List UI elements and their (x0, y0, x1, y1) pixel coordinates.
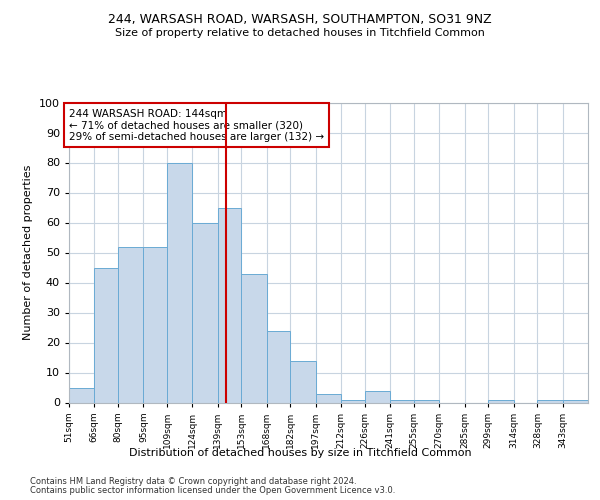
Text: Contains HM Land Registry data © Crown copyright and database right 2024.: Contains HM Land Registry data © Crown c… (30, 477, 356, 486)
Bar (193, 222, 218, 402)
Bar (414, 400, 439, 402)
Bar (316, 394, 341, 402)
Text: Size of property relative to detached houses in Titchfield Common: Size of property relative to detached ho… (115, 28, 485, 38)
Bar (488, 400, 514, 402)
Bar (118, 246, 143, 402)
Bar (218, 208, 241, 402)
Text: Distribution of detached houses by size in Titchfield Common: Distribution of detached houses by size … (128, 448, 472, 458)
Bar (94, 268, 118, 402)
Bar (267, 330, 290, 402)
Bar (241, 274, 267, 402)
Bar (537, 400, 563, 402)
Bar (290, 360, 316, 403)
Bar (143, 246, 167, 402)
Text: 244 WARSASH ROAD: 144sqm
← 71% of detached houses are smaller (320)
29% of semi-: 244 WARSASH ROAD: 144sqm ← 71% of detach… (69, 108, 324, 142)
Bar (390, 400, 414, 402)
Bar (69, 388, 94, 402)
Text: Contains public sector information licensed under the Open Government Licence v3: Contains public sector information licen… (30, 486, 395, 495)
Y-axis label: Number of detached properties: Number of detached properties (23, 165, 34, 340)
Bar (563, 400, 588, 402)
Text: 244, WARSASH ROAD, WARSASH, SOUTHAMPTON, SO31 9NZ: 244, WARSASH ROAD, WARSASH, SOUTHAMPTON,… (108, 12, 492, 26)
Bar (365, 390, 390, 402)
Bar (341, 400, 365, 402)
Bar (167, 162, 193, 402)
